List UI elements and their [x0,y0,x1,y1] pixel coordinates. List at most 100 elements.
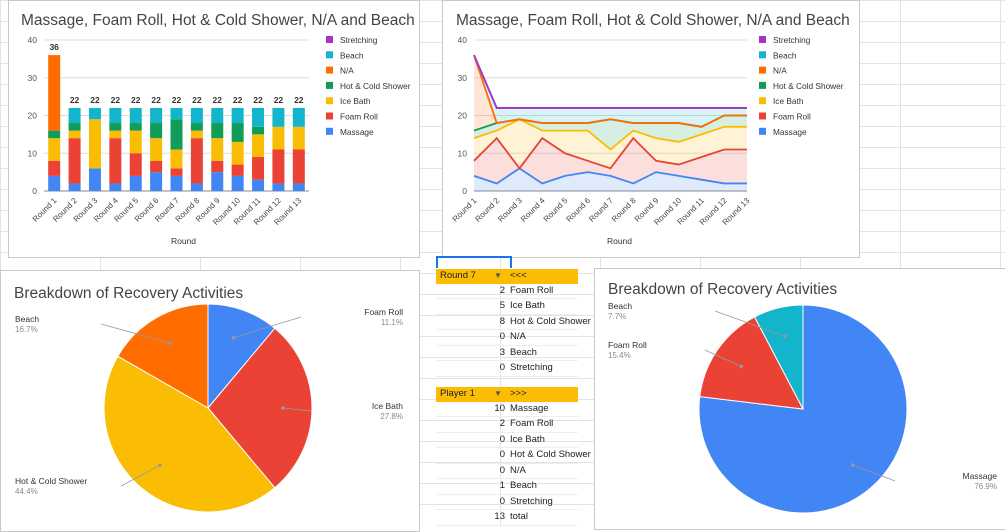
bar-segment [252,179,265,191]
activity-cell[interactable]: Stretching [510,495,553,507]
bar-total-label: 22 [131,95,141,105]
bar-segment [129,130,142,154]
count-cell[interactable]: 5 [499,300,505,311]
bar-segment [292,126,305,150]
bar-segment [150,107,163,124]
count-cell[interactable]: 0 [499,449,505,460]
bar-segment [170,149,183,169]
count-cell[interactable]: 13 [494,511,505,522]
table-row[interactable]: 0 N/A [436,464,578,479]
stacked-bar-chart-card[interactable]: Massage, Foam Roll, Hot & Cold Shower, N… [8,0,420,258]
bar-segment [231,175,244,191]
dropdown-arrow-icon[interactable]: ▼ [494,389,502,398]
count-cell[interactable]: 0 [499,362,505,373]
activity-cell[interactable]: N/A [510,331,526,342]
legend-swatch [326,66,333,74]
round-summary-table[interactable]: Round 7 ▼ <<< 2 Foam Roll 5 Ice Bath 8 Hot & … [436,269,591,377]
activity-cell[interactable]: Beach [510,480,537,491]
legend-swatch [326,97,333,105]
stacked-area-chart-card[interactable]: Massage, Foam Roll, Hot & Cold Shower, N… [442,0,860,258]
legend-label: Beach [773,50,797,60]
count-cell[interactable]: 0 [499,495,505,507]
bar-segment [48,175,61,191]
pie-chart-card-round[interactable]: Breakdown of Recovery Activities Foam Ro… [0,270,420,532]
count-cell[interactable]: 0 [499,464,505,476]
table-row[interactable]: 0 Stretching [436,361,578,377]
legend-label: N/A [773,66,787,76]
prev-button[interactable]: <<< [510,270,527,281]
count-cell[interactable]: 2 [499,284,505,296]
activity-cell[interactable]: Beach [510,346,537,358]
legend-swatch [326,36,333,43]
bar-segment [48,160,61,176]
player-selector[interactable]: Player 1 [440,388,475,399]
table-row[interactable]: 0 Stretching [436,495,578,510]
activity-cell[interactable]: Foam Roll [510,418,554,429]
bar-segment [68,138,81,184]
table-header[interactable]: Round 7 ▼ <<< [436,269,578,284]
x-axis-title: Round [607,236,632,246]
activity-cell[interactable]: Hot & Cold Shower [510,315,591,327]
bar-segment [150,172,163,191]
activity-cell[interactable]: Ice Bath [510,300,545,311]
count-cell[interactable]: 10 [494,402,505,414]
table-row[interactable]: 0 Hot & Cold Shower [436,448,591,464]
slice-label: Hot & Cold Shower [15,476,87,486]
leader-dot [281,406,285,410]
bar-segment [252,134,265,158]
bar-segment [88,107,101,120]
legend-label: Hot & Cold Shower [773,81,844,91]
activity-cell[interactable]: Massage [510,402,549,414]
count-cell[interactable]: 0 [499,331,505,342]
table-row[interactable]: 1 Beach [436,479,578,495]
activity-cell[interactable]: N/A [510,464,526,476]
count-cell[interactable]: 3 [499,346,505,358]
table-row[interactable]: 10 Massage [436,402,578,417]
activity-cell[interactable]: Ice Bath [510,433,545,445]
activity-cell[interactable]: Foam Roll [510,284,554,296]
legend-label: Hot & Cold Shower [340,81,411,91]
dropdown-arrow-icon[interactable]: ▼ [494,271,502,280]
table-row[interactable]: 3 Beach [436,346,578,361]
bar-segment [272,149,285,184]
table-row[interactable]: 2 Foam Roll [436,417,578,433]
bar-segment [211,172,224,191]
activity-cell[interactable]: Stretching [510,362,553,373]
count-cell[interactable]: 8 [499,315,505,327]
series-line [473,54,747,109]
table-row[interactable]: 0 Ice Bath [436,433,578,448]
table-row[interactable]: 8 Hot & Cold Shower [436,315,591,330]
next-button[interactable]: >>> [510,388,527,399]
table-row[interactable]: 5 Ice Bath [436,299,578,315]
count-cell[interactable]: 0 [499,433,505,445]
activity-cell[interactable]: total [510,511,528,522]
bar-segment [109,107,122,124]
legend-swatch [326,81,333,89]
bar-segment [109,138,122,184]
table-row[interactable]: 13 total [436,510,578,526]
legend-label: Massage [773,127,807,137]
series-line [473,54,747,109]
activity-cell[interactable]: Hot & Cold Shower [510,449,591,460]
pie-chart-card-player[interactable]: Breakdown of Recovery Activities Massage… [594,268,1005,530]
count-cell[interactable]: 2 [499,418,505,429]
table-header[interactable]: Player 1 ▼ >>> [436,387,578,402]
table-row[interactable]: 0 N/A [436,330,578,346]
slice-label: Ice Bath [372,401,403,411]
cell-selection [436,256,512,268]
round-selector[interactable]: Round 7 [440,270,476,281]
slice-percent: 44.4% [15,487,38,496]
table-row[interactable]: 2 Foam Roll [436,284,578,299]
count-cell[interactable]: 1 [499,480,505,491]
player-summary-table[interactable]: Player 1 ▼ >>> 10 Massage 2 Foam Roll 0 Ice B… [436,387,591,526]
bar-total-label: 22 [213,95,223,105]
legend-label: Ice Bath [773,96,804,106]
bar-segment [190,130,203,139]
chart-title: Massage, Foam Roll, Hot & Cold Shower, N… [456,12,850,29]
bar-segment [252,126,265,135]
bar-segment [231,123,244,142]
bar-segment [272,107,285,127]
legend-swatch [759,51,766,59]
